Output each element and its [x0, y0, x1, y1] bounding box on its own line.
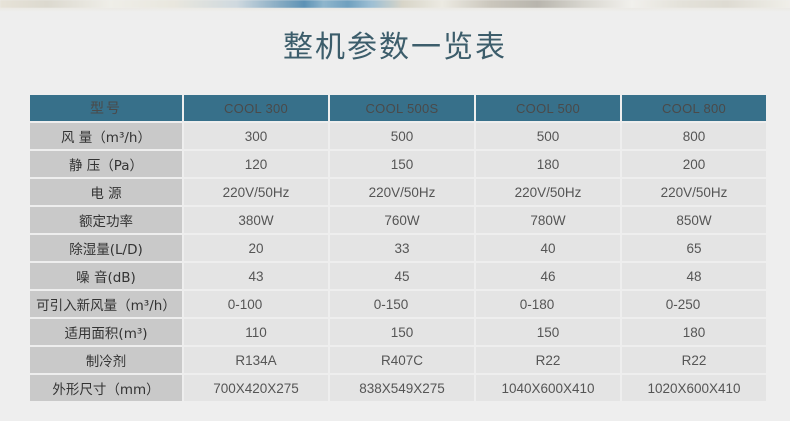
specification-table: 型号 COOL 300 COOL 500S COOL 500 COOL 800 …	[28, 93, 768, 403]
cell-value: 800	[622, 123, 766, 149]
cell-value: 40	[476, 235, 620, 261]
table-row: 噪 音(dB) 43 45 46 48	[30, 263, 766, 289]
cell-value: 48	[622, 263, 766, 289]
table-row: 外形尺寸（mm） 700X420X275 838X549X275 1040X60…	[30, 375, 766, 401]
row-label: 额定功率	[30, 207, 182, 233]
cell-value: 220V/50Hz	[184, 179, 328, 205]
cell-value: 180	[622, 319, 766, 345]
row-label: 制冷剂	[30, 347, 182, 373]
cell-value: 500	[476, 123, 620, 149]
row-label: 噪 音(dB)	[30, 263, 182, 289]
row-label: 除湿量(L/D)	[30, 235, 182, 261]
cell-value: 850W	[622, 207, 766, 233]
row-label: 外形尺寸（mm）	[30, 375, 182, 401]
row-label: 风 量（m³/h）	[30, 123, 182, 149]
cell-value: 0-100	[184, 291, 328, 317]
table-row: 电 源 220V/50Hz 220V/50Hz 220V/50Hz 220V/5…	[30, 179, 766, 205]
cell-value: 700X420X275	[184, 375, 328, 401]
row-label: 静 压（Pa）	[30, 151, 182, 177]
table-row: 风 量（m³/h） 300 500 500 800	[30, 123, 766, 149]
cell-value: 33	[330, 235, 474, 261]
cell-value: 120	[184, 151, 328, 177]
table-header-row: 型号 COOL 300 COOL 500S COOL 500 COOL 800	[30, 95, 766, 121]
table-row: 额定功率 380W 760W 780W 850W	[30, 207, 766, 233]
cell-value: 1040X600X410	[476, 375, 620, 401]
row-label: 电 源	[30, 179, 182, 205]
cell-value: 300	[184, 123, 328, 149]
column-header-model: 型号	[30, 95, 182, 121]
top-photo-fade	[0, 8, 790, 12]
cell-value: R407C	[330, 347, 474, 373]
cell-value: 220V/50Hz	[622, 179, 766, 205]
table-row: 静 压（Pa） 120 150 180 200	[30, 151, 766, 177]
cell-value: 110	[184, 319, 328, 345]
column-header-cool500s: COOL 500S	[330, 95, 474, 121]
cell-value: R22	[476, 347, 620, 373]
page-title: 整机参数一览表	[283, 30, 507, 65]
table-row: 适用面积(m³) 110 150 150 180	[30, 319, 766, 345]
cell-value: 180	[476, 151, 620, 177]
cell-value: 500	[330, 123, 474, 149]
column-header-cool800: COOL 800	[622, 95, 766, 121]
cell-value: 220V/50Hz	[476, 179, 620, 205]
cell-value: 220V/50Hz	[330, 179, 474, 205]
top-photo-strip	[0, 0, 790, 8]
cell-value: 780W	[476, 207, 620, 233]
cell-value: 1020X600X410	[622, 375, 766, 401]
table-row: 制冷剂 R134A R407C R22 R22	[30, 347, 766, 373]
cell-value: 0-150	[330, 291, 474, 317]
cell-value: 0-250	[622, 291, 766, 317]
cell-value: R134A	[184, 347, 328, 373]
cell-value: 838X549X275	[330, 375, 474, 401]
cell-value: 760W	[330, 207, 474, 233]
column-header-cool500: COOL 500	[476, 95, 620, 121]
table-body: 风 量（m³/h） 300 500 500 800 静 压（Pa） 120 15…	[30, 123, 766, 401]
cell-value: 20	[184, 235, 328, 261]
cell-value: R22	[622, 347, 766, 373]
row-label: 适用面积(m³)	[30, 319, 182, 345]
table-header: 型号 COOL 300 COOL 500S COOL 500 COOL 800	[30, 95, 766, 121]
table-row: 除湿量(L/D) 20 33 40 65	[30, 235, 766, 261]
row-label: 可引入新风量（m³/h）	[30, 291, 182, 317]
cell-value: 150	[330, 151, 474, 177]
cell-value: 45	[330, 263, 474, 289]
cell-value: 65	[622, 235, 766, 261]
cell-value: 200	[622, 151, 766, 177]
cell-value: 150	[330, 319, 474, 345]
cell-value: 0-180	[476, 291, 620, 317]
cell-value: 150	[476, 319, 620, 345]
cell-value: 43	[184, 263, 328, 289]
cell-value: 380W	[184, 207, 328, 233]
column-header-cool300: COOL 300	[184, 95, 328, 121]
table-row: 可引入新风量（m³/h） 0-100 0-150 0-180 0-250	[30, 291, 766, 317]
cell-value: 46	[476, 263, 620, 289]
